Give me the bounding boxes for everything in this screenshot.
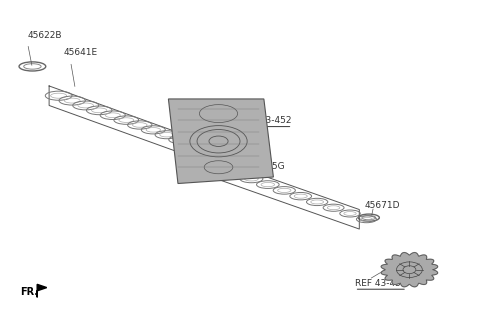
Polygon shape (381, 253, 438, 287)
Text: 45665G: 45665G (250, 161, 285, 171)
Polygon shape (168, 99, 274, 183)
Text: FR.: FR. (21, 287, 38, 297)
Text: REF 43-452: REF 43-452 (240, 116, 291, 125)
Polygon shape (37, 284, 47, 297)
Text: 45671D: 45671D (364, 200, 399, 210)
Text: REF 43-452: REF 43-452 (355, 278, 406, 288)
Text: 45641E: 45641E (63, 48, 97, 57)
Text: 45622B: 45622B (28, 31, 62, 40)
